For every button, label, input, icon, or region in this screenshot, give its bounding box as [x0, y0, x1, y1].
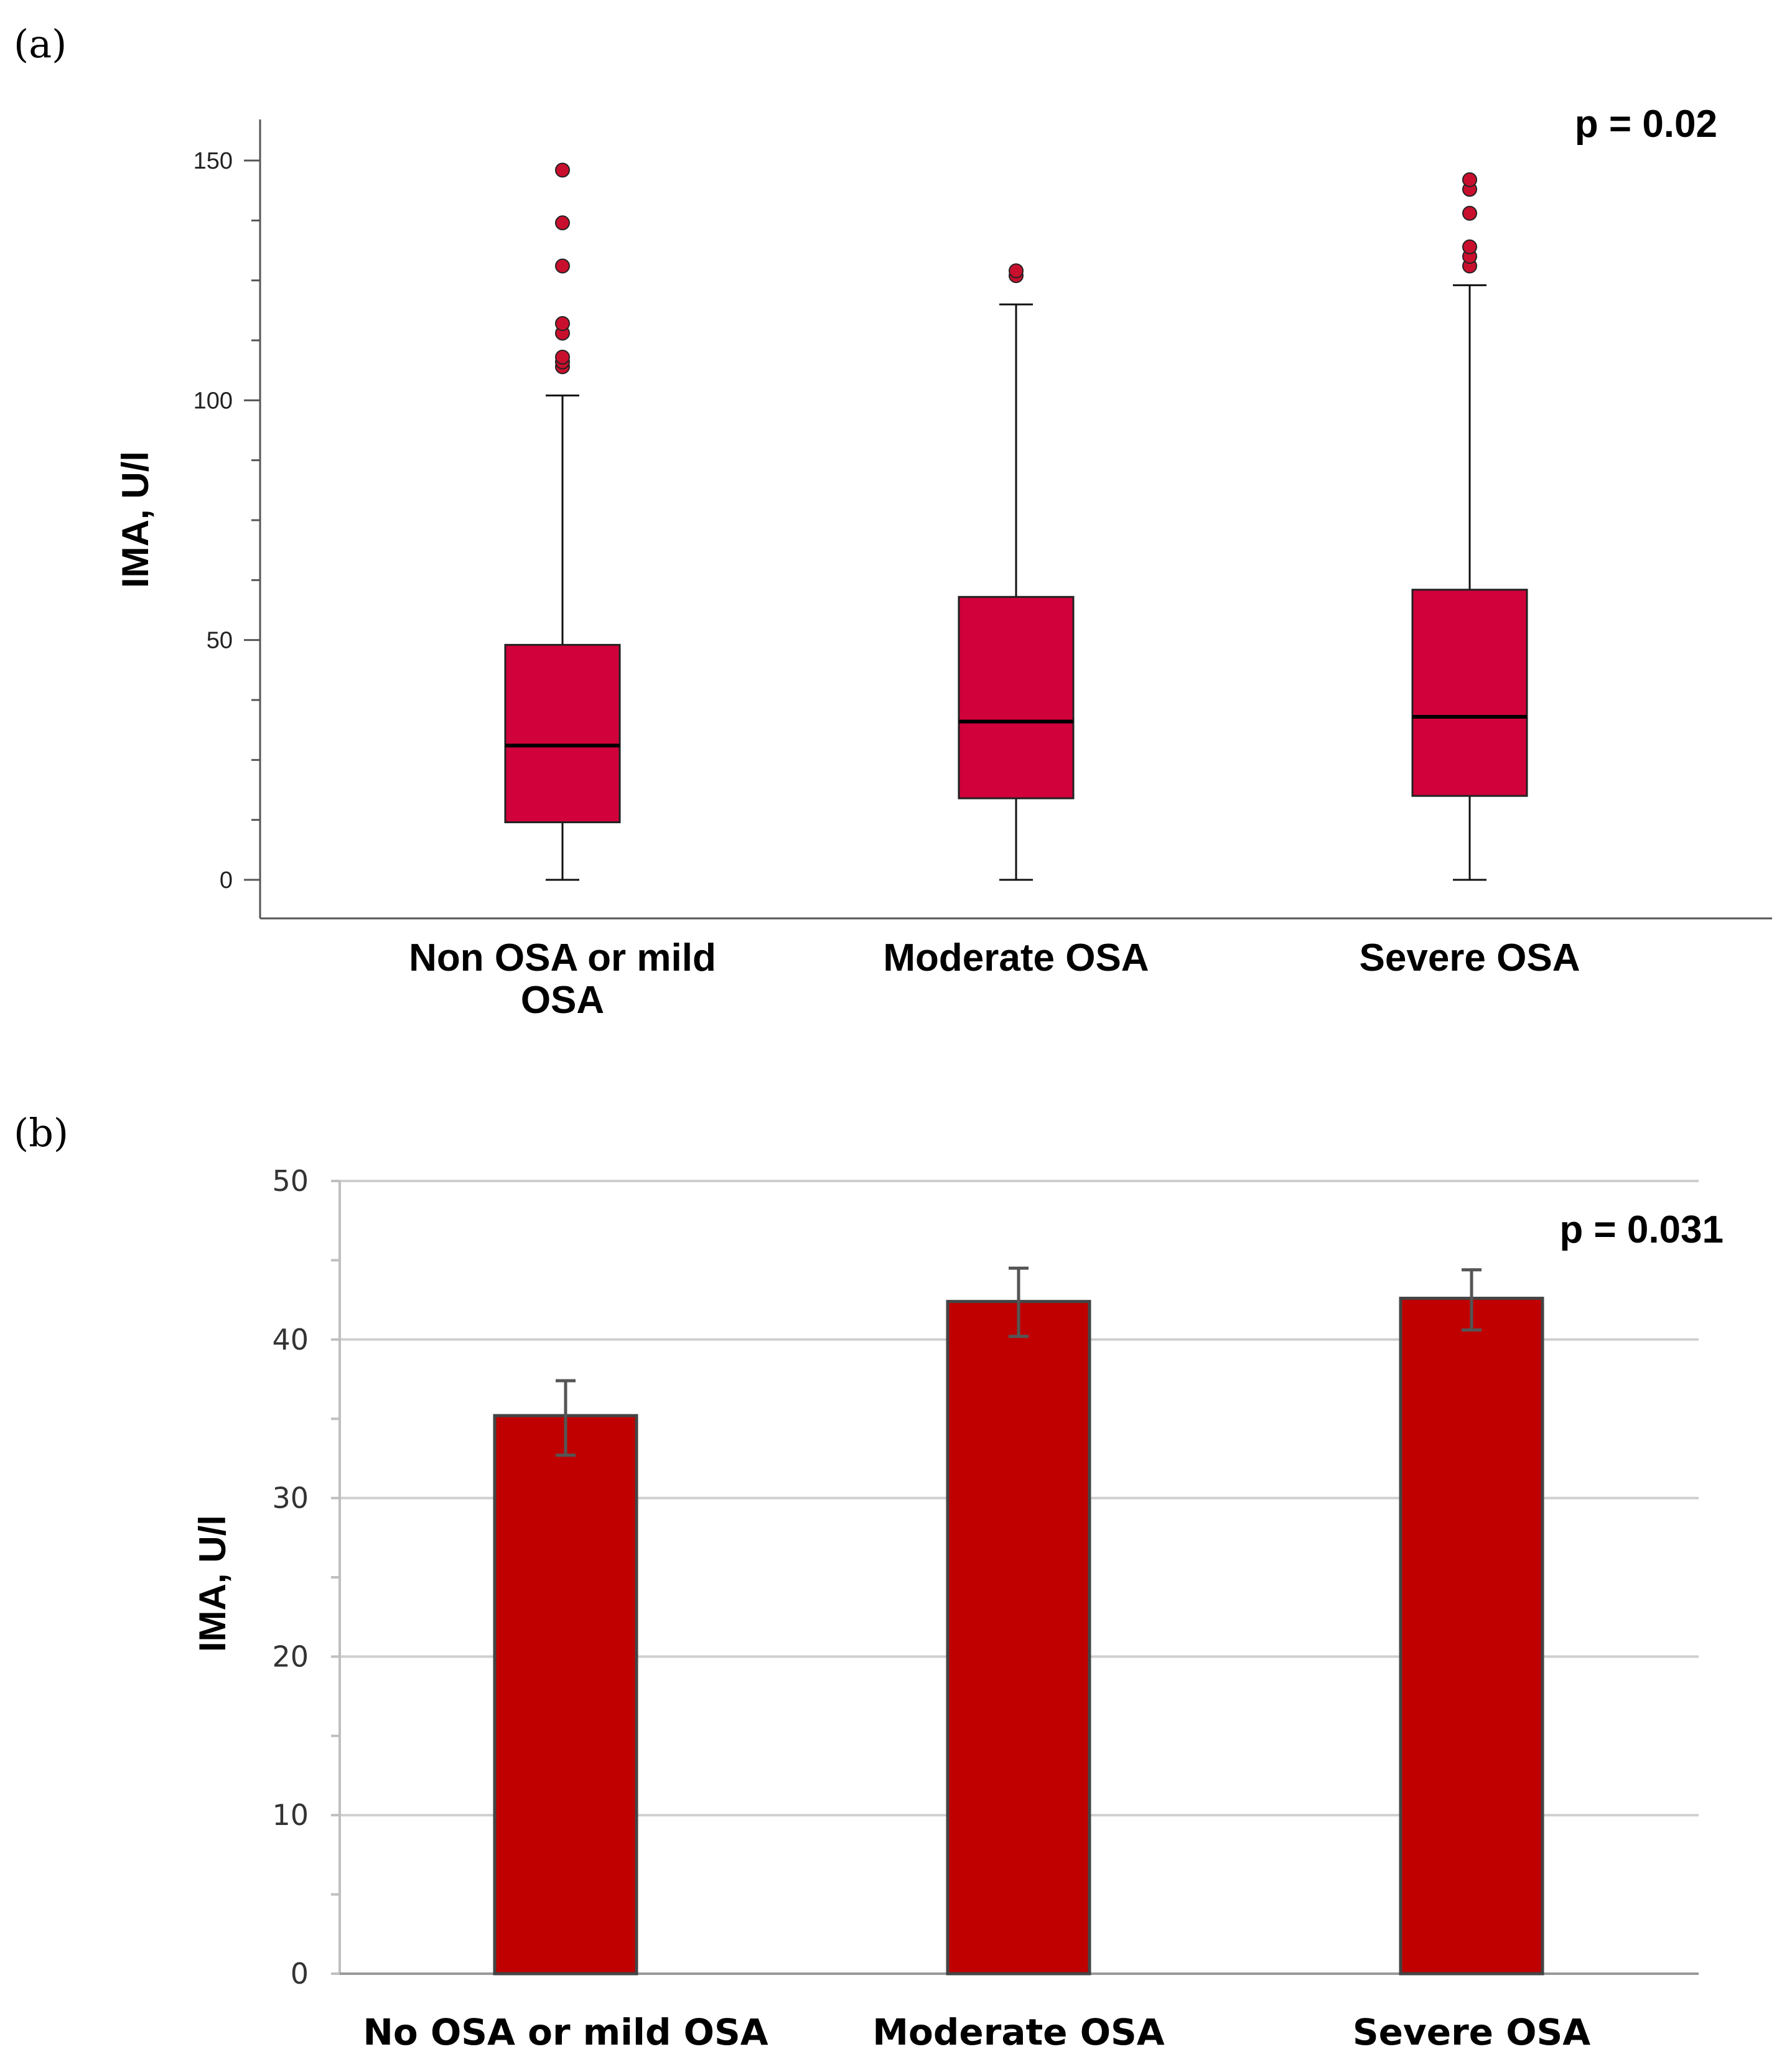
y-tick-label: 30 — [272, 1482, 309, 1515]
category-label: Severe OSA — [1360, 936, 1580, 979]
y-tick-label: 0 — [220, 867, 233, 894]
category-label: Non OSA or mild — [409, 936, 716, 979]
category-label: Moderate OSA — [872, 2011, 1164, 2053]
y-tick-label: 100 — [194, 388, 233, 414]
box — [504, 643, 621, 824]
outlier-point — [555, 215, 570, 231]
y-tick-label: 40 — [272, 1323, 309, 1356]
panel-a-boxes — [504, 162, 1528, 881]
box-group — [958, 263, 1075, 881]
category-label: OSA — [521, 979, 604, 1022]
y-tick-label: 150 — [194, 148, 233, 174]
bar-group — [493, 1379, 638, 1976]
outlier-point — [555, 162, 570, 178]
box — [1411, 589, 1528, 797]
outlier-point — [1462, 239, 1477, 254]
outlier-point — [1009, 263, 1024, 279]
bar — [1399, 1297, 1544, 1976]
category-label: No OSA or mild OSA — [363, 2011, 768, 2053]
panel-a-y-axis: 0 50 100 150 — [194, 119, 1772, 920]
outlier-point — [1462, 172, 1477, 187]
panel-b-label: (b) — [14, 1110, 68, 1155]
outlier-point — [1462, 205, 1477, 221]
y-tick-label: 0 — [291, 1957, 309, 1990]
panel-b-p-value: p = 0.031 — [1559, 1208, 1724, 1251]
panel-b-category-labels: No OSA or mild OSA Moderate OSA Severe OSA — [363, 2011, 1590, 2053]
box — [958, 595, 1075, 800]
bar — [946, 1300, 1091, 1976]
category-label: Severe OSA — [1353, 2011, 1590, 2053]
bar-group — [1399, 1268, 1544, 1976]
panel-b-barchart: (b) 0 10 20 30 40 50 No OSA or mild OSA Modera… — [14, 1110, 1724, 2053]
category-label: Moderate OSA — [883, 936, 1149, 979]
y-tick-label: 10 — [272, 1798, 309, 1832]
panel-a-label: (a) — [14, 21, 67, 67]
bar-group — [946, 1266, 1091, 1976]
panel-a-p-value: p = 0.02 — [1575, 103, 1717, 146]
bar — [493, 1414, 638, 1976]
panel-b-y-axis-title: IMA, U/l — [192, 1515, 233, 1652]
y-tick-label: 20 — [272, 1640, 309, 1673]
box-group — [504, 162, 621, 881]
panel-b-bars — [493, 1266, 1544, 1976]
box-group — [1411, 172, 1528, 881]
outlier-point — [555, 349, 570, 365]
y-tick-label: 50 — [272, 1164, 309, 1198]
panel-a-y-axis-title: IMA, U/l — [114, 451, 156, 588]
outlier-point — [555, 258, 570, 274]
y-tick-label: 50 — [207, 628, 233, 654]
outlier-point — [555, 316, 570, 332]
